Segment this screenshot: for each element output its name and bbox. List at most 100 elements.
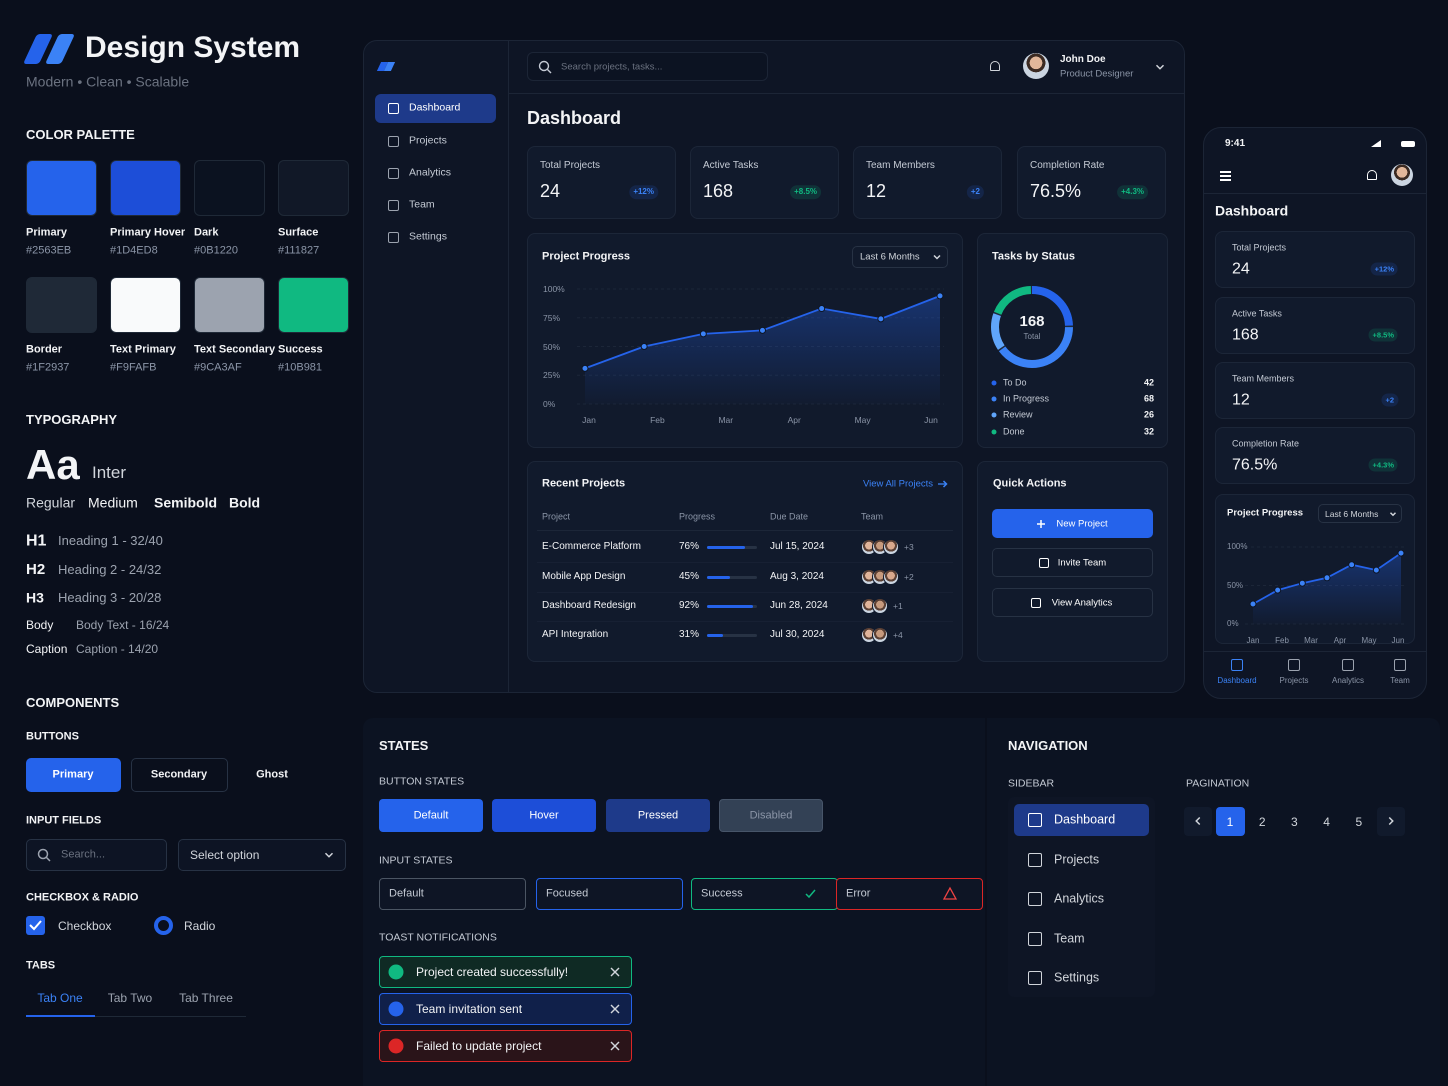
team-avatar <box>872 627 888 643</box>
x-tick-label: Jun <box>924 414 938 425</box>
due-date: Jul 30, 2024 <box>770 629 825 640</box>
due-date: Jul 15, 2024 <box>770 541 825 552</box>
page-prev[interactable] <box>1184 807 1212 836</box>
checkbox[interactable] <box>26 916 45 935</box>
toast-close[interactable] <box>607 1038 623 1054</box>
nav-label: Team <box>1054 931 1085 946</box>
filter-dropdown[interactable] <box>1318 504 1402 523</box>
x-tick-label: Apr <box>787 414 801 425</box>
type-tag: H3 <box>26 589 44 606</box>
menu-icon <box>1220 171 1231 173</box>
dashboard-title: Dashboard <box>527 108 622 129</box>
project-name: E-Commerce Platform <box>542 541 641 552</box>
nav-active <box>375 94 496 123</box>
x-tick-label: May <box>854 414 871 425</box>
x-tick-label: May <box>1361 636 1377 646</box>
action-label: View Analytics <box>1051 597 1113 609</box>
y-tick-label: 25% <box>543 370 561 381</box>
header-divider <box>1204 193 1426 194</box>
state-button[interactable] <box>492 799 596 832</box>
state-input[interactable] <box>379 878 526 910</box>
icon <box>1028 971 1042 985</box>
swatch-hex: #F9FAFB <box>110 361 157 374</box>
tab-label: Tab One <box>37 990 83 1005</box>
action-button[interactable] <box>992 588 1153 617</box>
progress-track <box>707 633 757 637</box>
x-tick-label: Mar <box>1304 636 1318 646</box>
y-tick-label: 0% <box>1227 619 1239 629</box>
team-extra: +1 <box>893 600 903 611</box>
progress-label: 31% <box>679 629 700 640</box>
team-avatar <box>883 539 899 555</box>
nav-label: Dashboard <box>1054 812 1116 827</box>
swatch-name: Text Primary <box>110 343 176 356</box>
radio[interactable] <box>154 916 173 935</box>
bell-icon[interactable] <box>1367 170 1377 180</box>
icon <box>388 103 399 114</box>
view-all-link: View All Projects <box>862 478 933 490</box>
toast-close[interactable] <box>607 1001 623 1017</box>
page-number: 1 <box>1226 814 1234 829</box>
input-value: Error <box>846 887 871 900</box>
subsection-label: SIDEBAR <box>1008 777 1055 790</box>
type-spec: Ineading 1 - 32/40 <box>58 533 163 549</box>
nav-label: Analytics <box>1054 891 1105 906</box>
tabbar-label: Projects <box>1279 676 1309 686</box>
filter-dropdown[interactable] <box>852 246 948 268</box>
swatch-hex: #0B1220 <box>194 244 239 257</box>
card-title: Project Progress <box>542 250 631 263</box>
swatch-name: Surface <box>278 226 319 239</box>
nav-label: Settings <box>409 230 447 243</box>
avatar[interactable] <box>1391 164 1413 186</box>
x-tick-label: Feb <box>1275 636 1289 646</box>
nav-label: Team <box>409 198 435 211</box>
page-button[interactable] <box>1215 807 1245 836</box>
x-tick-label: Feb <box>650 414 665 425</box>
page-next[interactable] <box>1377 807 1405 836</box>
section-title: COLOR PALETTE <box>26 127 135 143</box>
row-divider <box>537 592 953 593</box>
nav-label: Projects <box>1054 852 1100 867</box>
toast <box>379 956 632 988</box>
tab-label: Tab Two <box>107 990 153 1005</box>
search-input[interactable] <box>26 839 167 871</box>
legend-value: 26 <box>1143 409 1154 420</box>
table-card <box>527 461 963 662</box>
icon <box>1342 659 1354 671</box>
state-button[interactable] <box>606 799 710 832</box>
icon <box>388 168 399 179</box>
icon <box>1039 558 1049 568</box>
stat-label: Completion Rate <box>1030 160 1105 171</box>
column-header: Progress <box>679 511 716 522</box>
select-value: Select option <box>190 847 260 862</box>
donut-total-label: Total <box>1023 332 1041 342</box>
search-bar[interactable] <box>527 52 768 81</box>
sidebar-divider <box>508 41 509 692</box>
mobile-stat-card <box>1215 362 1415 419</box>
type-tag: H2 <box>26 561 46 578</box>
legend-value: 42 <box>1143 377 1154 388</box>
swatch-name: Text Secondary <box>194 343 276 356</box>
action-button[interactable] <box>992 509 1153 538</box>
action-button[interactable] <box>992 548 1153 577</box>
font-weight: Regular <box>26 494 76 511</box>
avatar[interactable] <box>1023 53 1049 79</box>
swatch-hex: #1F2937 <box>26 361 70 374</box>
state-input[interactable] <box>836 878 983 910</box>
state-button[interactable] <box>379 799 483 832</box>
swatch-name: Primary <box>26 226 67 239</box>
button-primary[interactable] <box>26 758 121 792</box>
nav-label: Projects <box>409 134 447 147</box>
state-input[interactable] <box>536 878 683 910</box>
type-tag: H1 <box>26 532 47 550</box>
progress-bar <box>707 604 753 608</box>
section-title: STATES <box>379 738 429 754</box>
button-secondary[interactable] <box>131 758 228 792</box>
bell-icon[interactable] <box>990 61 1000 71</box>
stat-value: 168 <box>703 181 734 202</box>
progress-bar <box>707 575 730 579</box>
toast-close[interactable] <box>607 964 623 980</box>
select-input[interactable] <box>178 839 346 871</box>
team-extra: +4 <box>893 629 903 640</box>
